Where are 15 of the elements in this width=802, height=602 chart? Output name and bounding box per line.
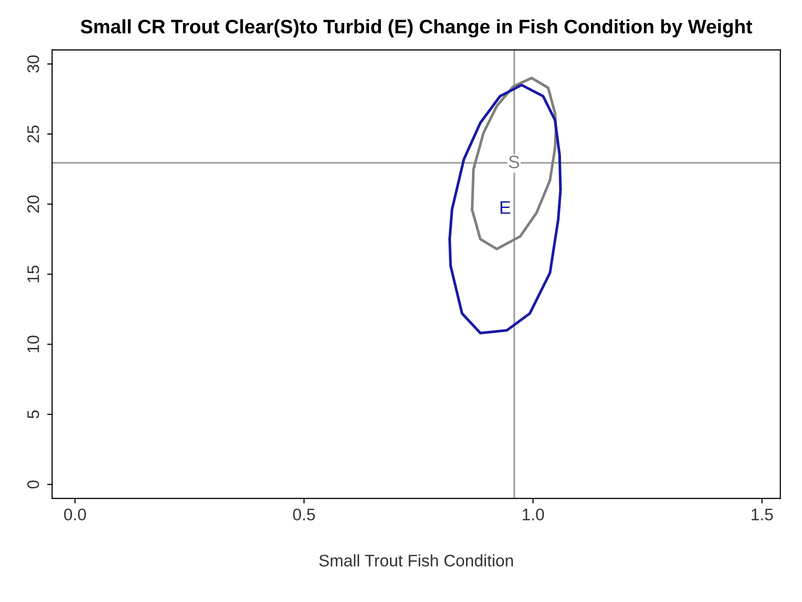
annotation: E <box>500 201 510 214</box>
annotation: S <box>508 156 520 168</box>
y-tick-label: 10 <box>27 336 40 352</box>
x-tick-label: 0.0 <box>64 508 86 520</box>
y-tick-label: 25 <box>27 125 40 142</box>
y-tick-label: 20 <box>27 196 40 213</box>
y-tick-label: 15 <box>27 266 40 282</box>
y-tick-label: 5 <box>27 410 40 418</box>
x-tick-label: 1.5 <box>752 508 773 520</box>
y-tick-label: 30 <box>27 55 40 73</box>
chart-title: Small CR Trout Clear(S)to Turbid (E) Change in Fish Condition by Weight <box>80 19 752 38</box>
x-tick-label: 1.0 <box>522 508 544 520</box>
x-tick-label: 0.5 <box>293 508 315 520</box>
y-tick-label: 0 <box>27 480 40 488</box>
x-axis-title: Small Trout Fish Condition <box>319 554 513 567</box>
